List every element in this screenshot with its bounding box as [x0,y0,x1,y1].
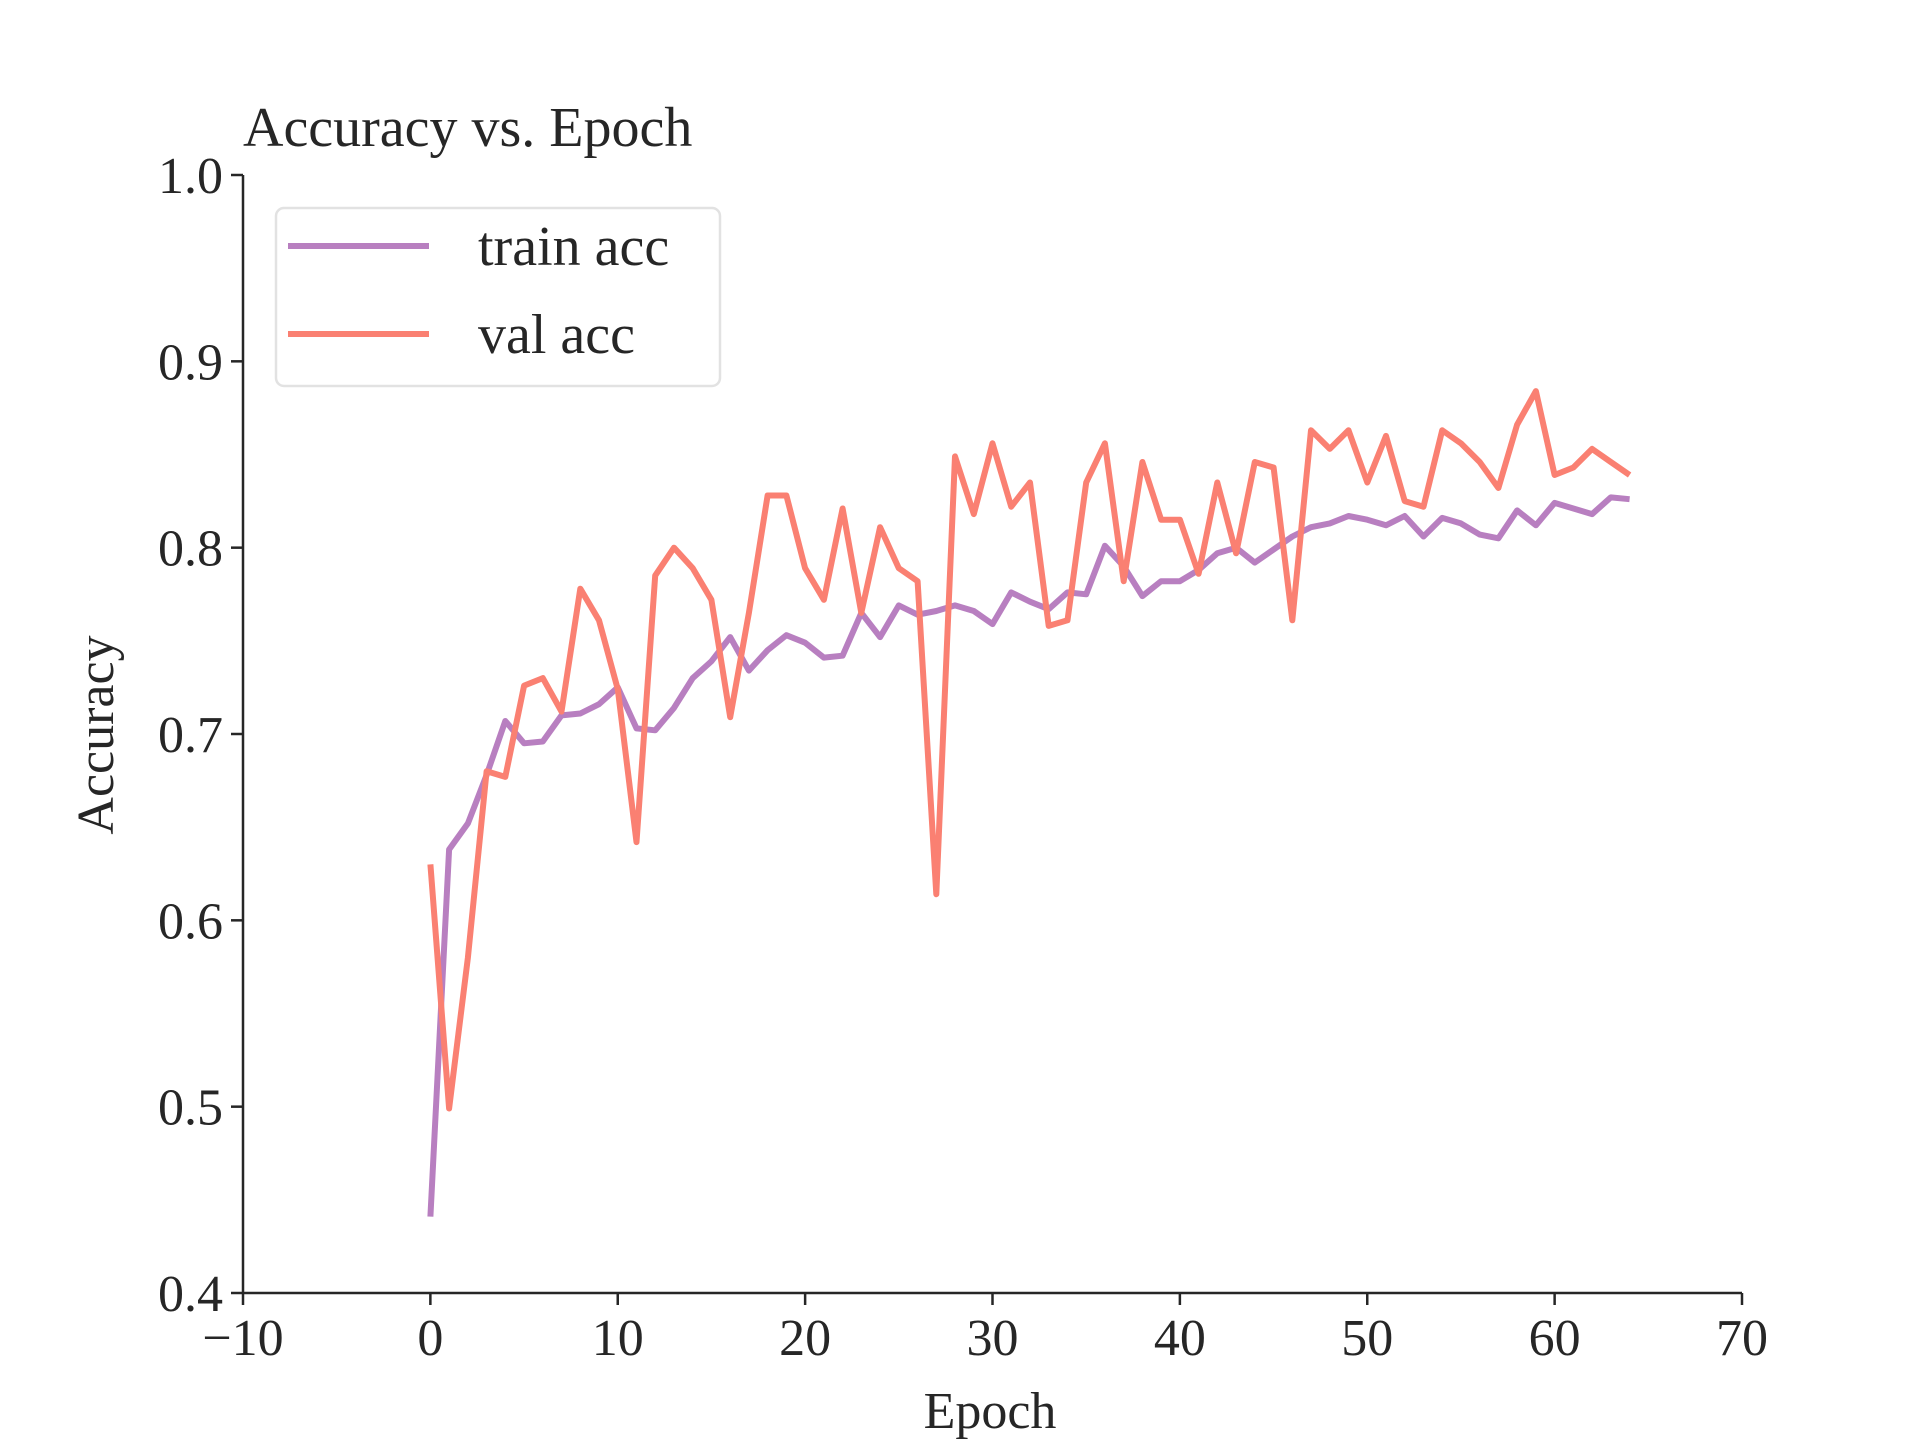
series-line-train-acc [427,494,1630,1217]
chart-title: Accuracy vs. Epoch [243,97,692,159]
y-tick-label: 0.5 [158,1080,223,1137]
x-tick-label: 20 [779,1310,831,1367]
x-tick-label: 60 [1529,1310,1581,1367]
x-tick-label: −10 [202,1310,283,1367]
y-tick-label: 0.6 [158,893,223,950]
y-axis-label: Accuracy [68,635,125,834]
y-tick-label: 0.7 [158,707,223,764]
x-tick-label: 50 [1341,1310,1393,1367]
x-tick-label: 0 [417,1310,443,1367]
y-tick-label: 1.0 [158,148,223,205]
series-line-val-acc [427,388,1632,1112]
legend-label: val acc [478,304,635,366]
x-tick-label: 40 [1154,1310,1206,1367]
x-tick-label: 10 [592,1310,644,1367]
x-axis-label: Epoch [924,1383,1057,1440]
y-tick-label: 0.8 [158,521,223,578]
y-tick-label: 0.9 [158,334,223,391]
x-tick-label: 30 [967,1310,1019,1367]
legend-box [274,206,722,388]
y-tick-label: 0.4 [158,1266,223,1323]
x-tick-label: 70 [1716,1310,1768,1367]
legend-label: train acc [478,216,669,278]
